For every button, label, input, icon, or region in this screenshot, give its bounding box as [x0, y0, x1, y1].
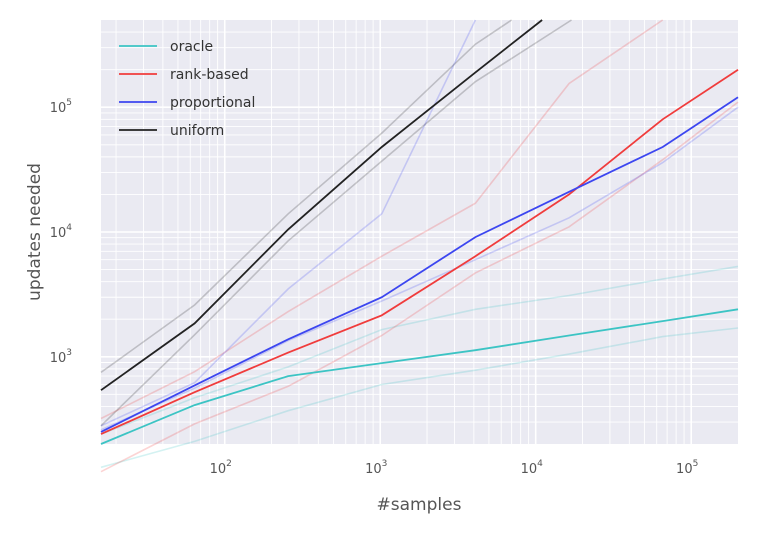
- faded-run-line: [100, 19, 477, 427]
- legend-label: proportional: [170, 95, 255, 111]
- x-tick-label: 103: [365, 459, 387, 477]
- y-tick-label: 105: [50, 98, 72, 116]
- faded-run-line: [100, 19, 664, 420]
- x-axis-label: #samples: [377, 495, 462, 515]
- y-axis-ticks: 103 104 105: [50, 98, 73, 366]
- series-lines: [100, 19, 739, 445]
- y-tick-label: 103: [50, 348, 72, 366]
- y-tick-label: 104: [50, 223, 73, 241]
- series-line: [100, 68, 739, 435]
- legend: oracle rank-based proportional uniform: [119, 39, 255, 139]
- faded-run-line: [100, 19, 513, 374]
- x-axis-ticks: 102 103 104 105: [210, 459, 699, 477]
- y-axis-label: updates needed: [25, 163, 45, 301]
- x-tick-label: 102: [210, 459, 232, 477]
- faded-run-line: [100, 265, 739, 435]
- x-tick-label: 104: [521, 459, 544, 477]
- legend-label: oracle: [170, 39, 213, 55]
- faded-run-line: [100, 327, 739, 469]
- series-line: [100, 19, 543, 391]
- faded-run-line: [100, 106, 739, 431]
- x-tick-label: 105: [676, 459, 698, 477]
- grid: [101, 20, 738, 444]
- series-line: [100, 96, 739, 433]
- series-line: [100, 308, 739, 445]
- faded-run-lines: [100, 19, 739, 473]
- faded-run-line: [100, 101, 739, 473]
- legend-label: rank-based: [170, 67, 249, 83]
- legend-label: uniform: [170, 123, 224, 139]
- faded-run-line: [100, 19, 572, 427]
